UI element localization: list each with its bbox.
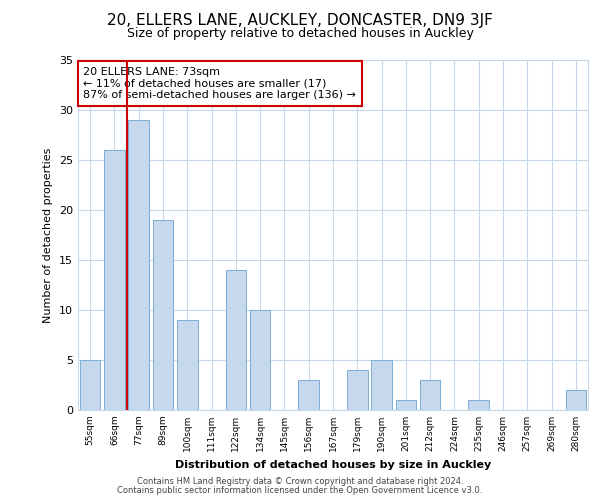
Bar bbox=[420, 380, 440, 410]
Bar bbox=[347, 370, 368, 410]
X-axis label: Distribution of detached houses by size in Auckley: Distribution of detached houses by size … bbox=[175, 460, 491, 469]
Text: Contains public sector information licensed under the Open Government Licence v3: Contains public sector information licen… bbox=[118, 486, 482, 495]
Bar bbox=[226, 270, 246, 410]
Bar bbox=[250, 310, 271, 410]
Bar bbox=[469, 400, 489, 410]
Bar bbox=[80, 360, 100, 410]
Bar bbox=[395, 400, 416, 410]
Bar bbox=[566, 390, 586, 410]
Text: Contains HM Land Registry data © Crown copyright and database right 2024.: Contains HM Land Registry data © Crown c… bbox=[137, 477, 463, 486]
Bar bbox=[128, 120, 149, 410]
Bar bbox=[371, 360, 392, 410]
Bar bbox=[152, 220, 173, 410]
Text: 20, ELLERS LANE, AUCKLEY, DONCASTER, DN9 3JF: 20, ELLERS LANE, AUCKLEY, DONCASTER, DN9… bbox=[107, 12, 493, 28]
Y-axis label: Number of detached properties: Number of detached properties bbox=[43, 148, 53, 322]
Bar bbox=[177, 320, 197, 410]
Bar bbox=[298, 380, 319, 410]
Text: Size of property relative to detached houses in Auckley: Size of property relative to detached ho… bbox=[127, 28, 473, 40]
Bar bbox=[104, 150, 125, 410]
Text: 20 ELLERS LANE: 73sqm
← 11% of detached houses are smaller (17)
87% of semi-deta: 20 ELLERS LANE: 73sqm ← 11% of detached … bbox=[83, 67, 356, 100]
